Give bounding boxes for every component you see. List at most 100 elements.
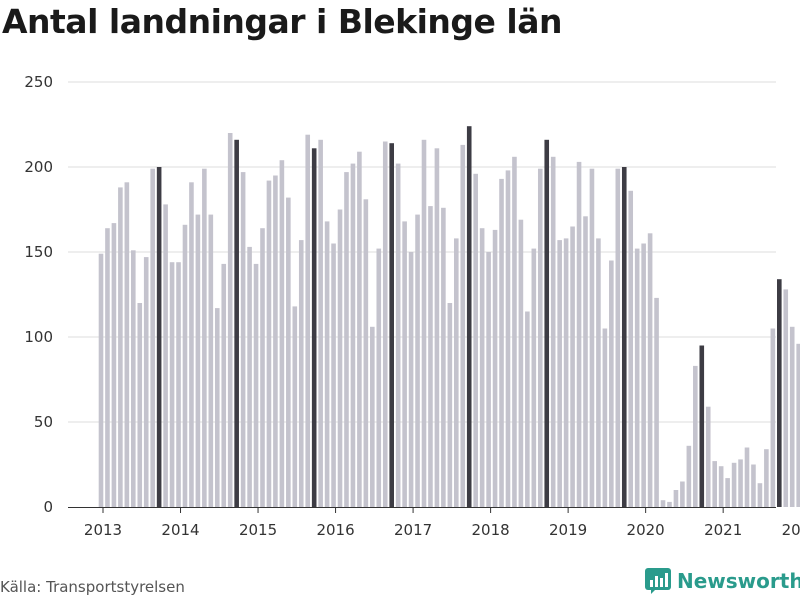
y-tick-label: 250	[24, 73, 53, 91]
bar	[789, 326, 795, 507]
bar	[111, 223, 117, 507]
bar	[421, 139, 427, 508]
bar	[718, 466, 724, 507]
bar	[286, 197, 291, 507]
bar	[486, 252, 491, 507]
bar	[466, 126, 472, 507]
x-axis-labels: 2013 2014 2015 2016 2017 2018 2019 2020 2021 2022	[84, 521, 800, 539]
y-tick-label: 200	[24, 158, 53, 176]
bar	[105, 228, 110, 507]
bar	[705, 406, 711, 507]
bar	[537, 168, 543, 507]
bar	[731, 462, 737, 507]
bar	[395, 163, 401, 507]
bar	[434, 148, 440, 508]
bar	[751, 464, 756, 507]
bar	[609, 260, 614, 507]
bar	[473, 173, 478, 508]
bar	[298, 240, 304, 507]
bar	[641, 243, 646, 507]
bar	[647, 233, 653, 508]
bar	[234, 139, 239, 508]
bar	[376, 248, 382, 507]
bar	[531, 248, 537, 507]
bar	[673, 490, 679, 507]
bar	[563, 238, 569, 507]
bar	[686, 445, 692, 507]
bar	[492, 229, 498, 507]
newsworthy-logo[interactable]: Newsworthy	[645, 568, 800, 594]
bar	[253, 263, 259, 507]
bar	[337, 209, 343, 507]
bar	[350, 163, 356, 507]
chart-title: Antal landningar i Blekinge län	[2, 2, 563, 41]
bar	[725, 478, 730, 507]
y-tick-label: 0	[43, 498, 53, 516]
bar	[221, 263, 227, 507]
bar	[266, 180, 272, 507]
bar	[518, 219, 524, 507]
bar	[699, 345, 705, 507]
bar	[557, 240, 562, 507]
bar	[460, 144, 466, 507]
y-tick-label: 100	[24, 328, 53, 346]
brand-name: Newsworthy	[677, 569, 800, 593]
bar	[163, 204, 168, 507]
bar	[479, 228, 485, 507]
bar	[169, 262, 175, 507]
x-tick-label: 2013	[84, 521, 122, 539]
bar	[318, 139, 323, 508]
bar	[499, 178, 504, 507]
bar	[279, 160, 285, 507]
bar	[176, 262, 181, 507]
bar	[208, 214, 214, 507]
bar	[757, 483, 763, 507]
bar-chart-logo-icon	[645, 568, 671, 594]
y-tick-label: 150	[24, 243, 53, 261]
bar	[98, 253, 104, 507]
bar	[667, 501, 672, 507]
bar	[273, 175, 278, 507]
bar	[331, 243, 336, 507]
x-tick-label: 2014	[161, 521, 199, 539]
bar	[777, 279, 782, 507]
bar	[441, 207, 446, 508]
bar	[576, 161, 582, 507]
bar	[660, 500, 666, 507]
x-tick-label: 2019	[549, 521, 587, 539]
bar	[628, 190, 634, 508]
bar	[764, 449, 769, 507]
bar	[583, 216, 588, 508]
bar	[363, 199, 369, 508]
x-tick-label: 2021	[704, 521, 742, 539]
bar	[447, 303, 453, 507]
bar	[770, 328, 776, 507]
bar	[680, 481, 685, 507]
bar	[260, 228, 265, 507]
bar	[505, 170, 511, 507]
bar	[118, 187, 123, 507]
bar	[712, 461, 717, 507]
bar	[570, 226, 575, 507]
bar	[357, 151, 362, 507]
bar	[634, 248, 640, 507]
bar	[311, 148, 317, 508]
bar	[137, 303, 143, 507]
bar	[550, 156, 556, 508]
bar	[783, 289, 789, 507]
bar	[621, 167, 627, 507]
bar	[615, 168, 621, 507]
bar	[596, 238, 601, 507]
bar	[247, 246, 252, 507]
bar	[227, 133, 233, 507]
bar	[124, 182, 130, 508]
bar	[182, 224, 188, 508]
bar	[415, 214, 420, 507]
bar	[589, 168, 595, 507]
bar	[602, 328, 608, 507]
bar	[408, 252, 414, 507]
bar	[512, 156, 517, 508]
x-tick-label: 2018	[472, 521, 510, 539]
bar	[344, 172, 349, 507]
bar	[796, 343, 800, 507]
